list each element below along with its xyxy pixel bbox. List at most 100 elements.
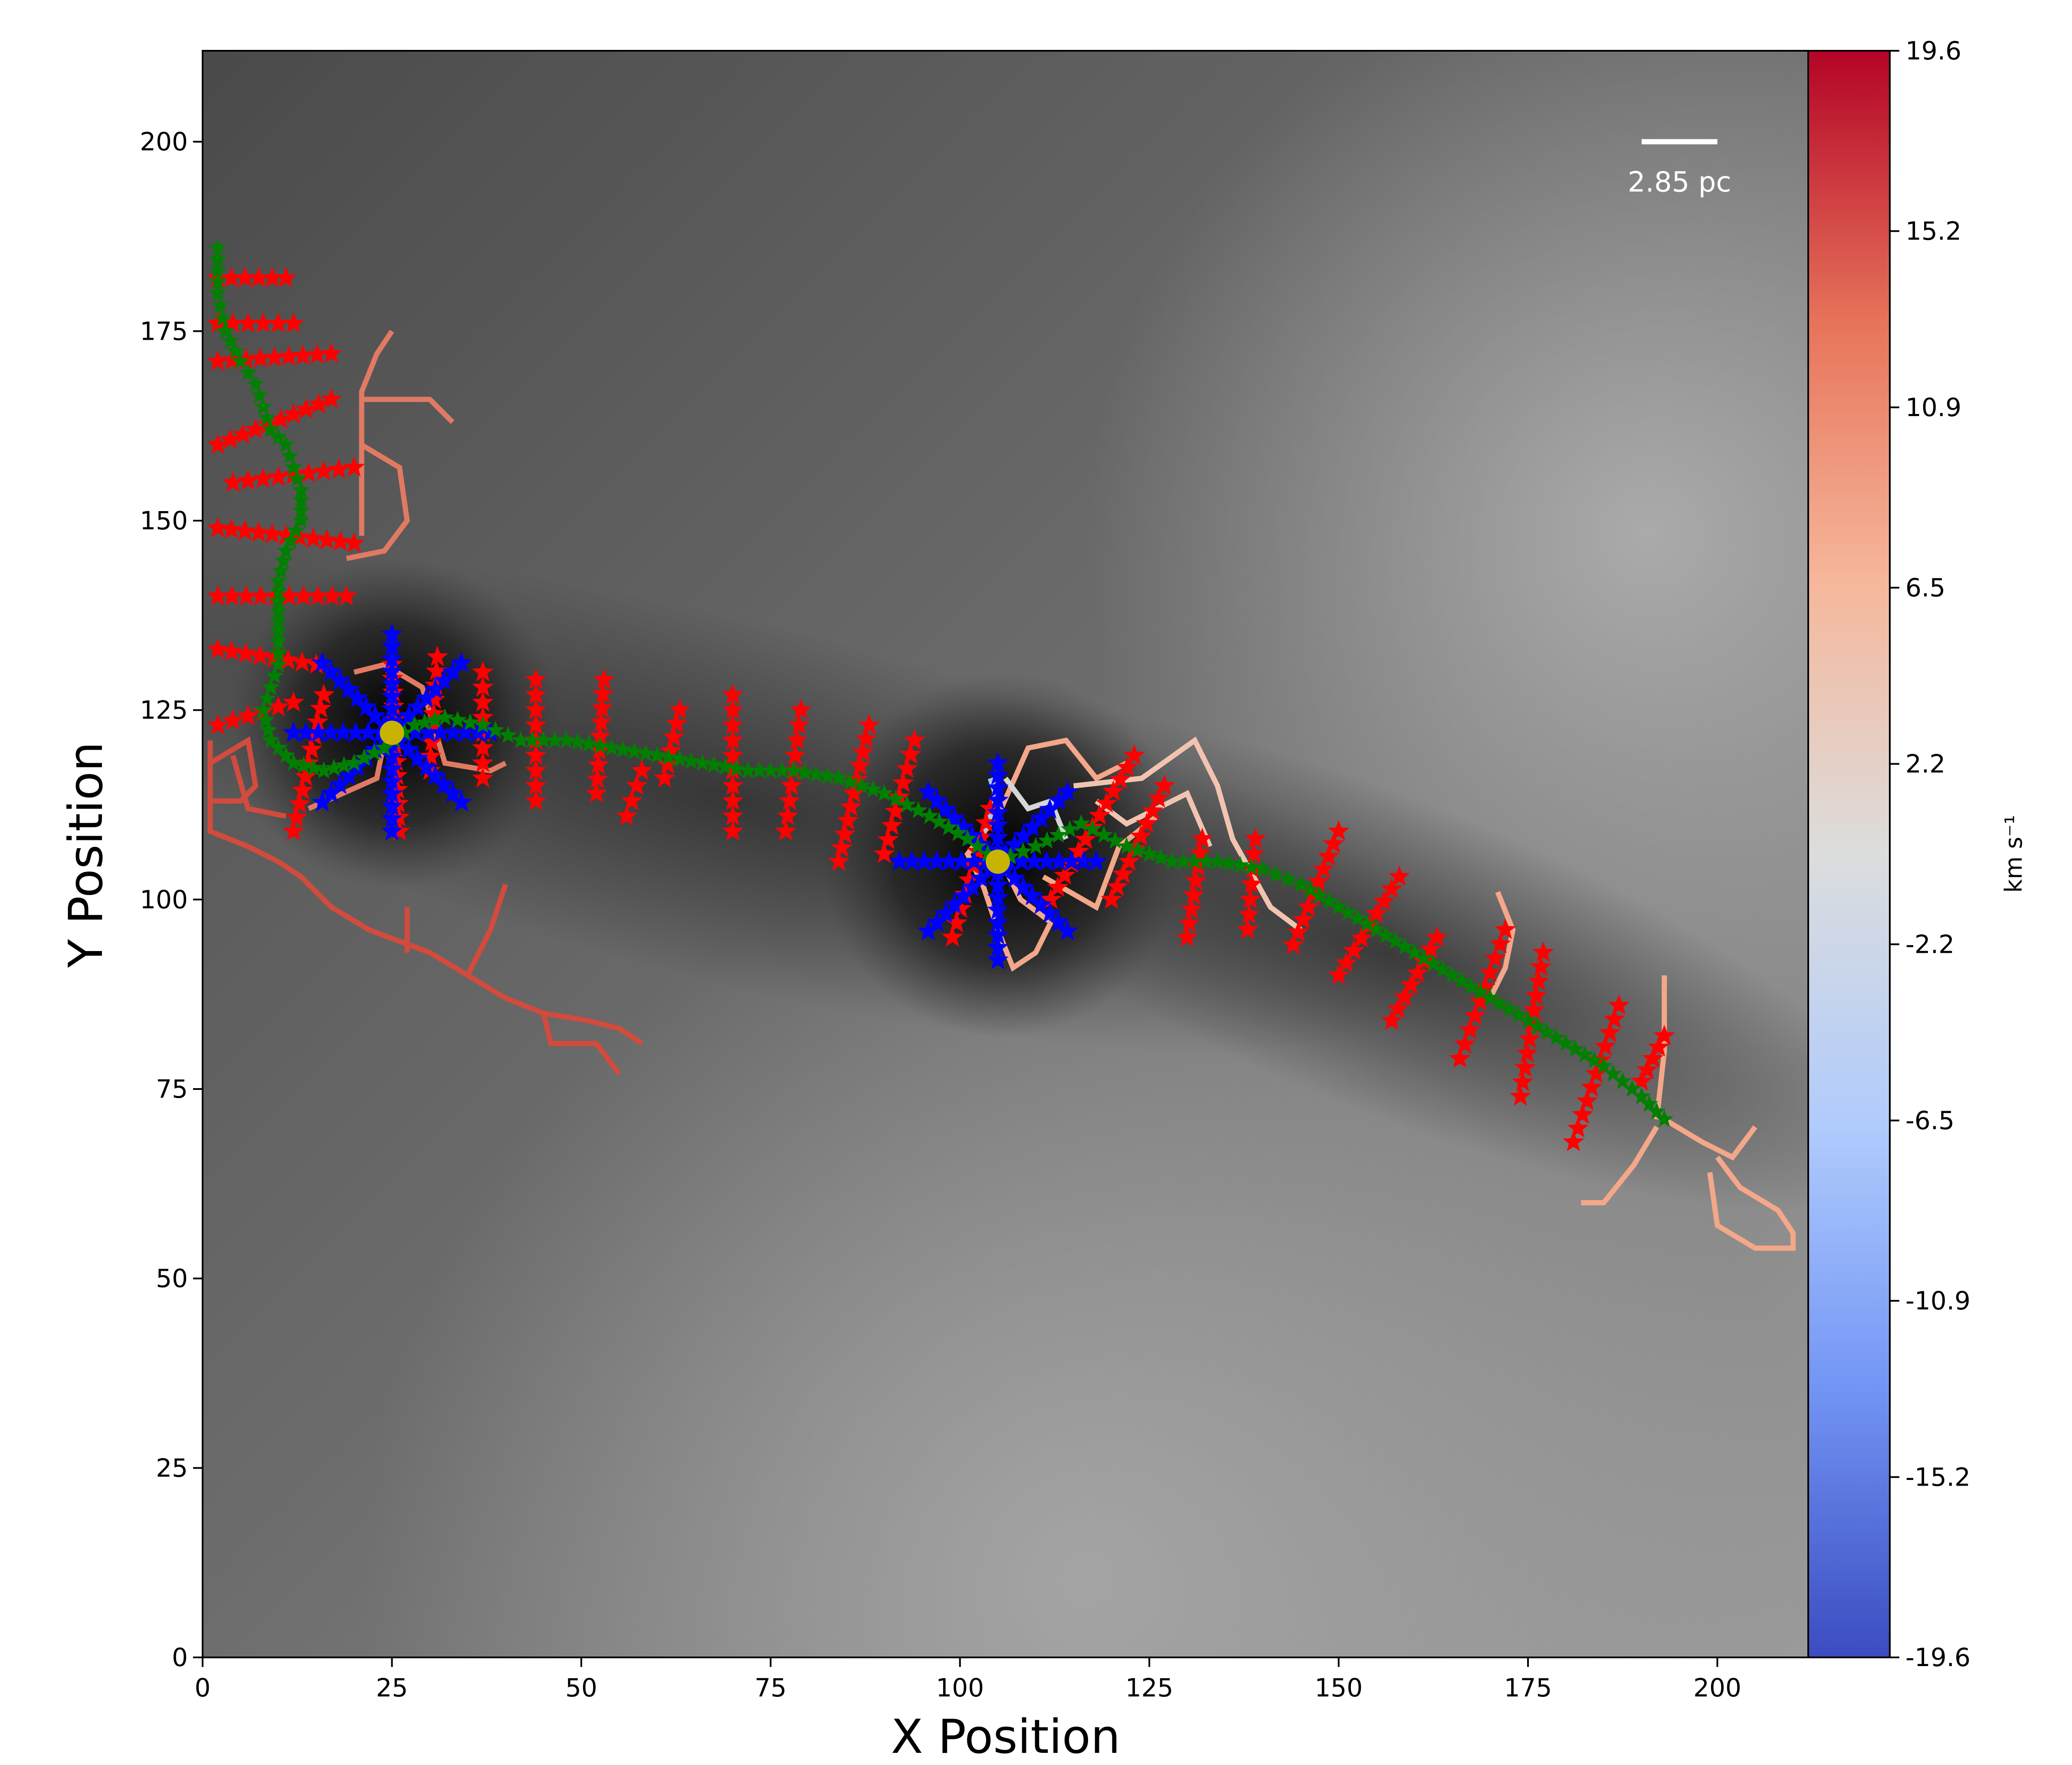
perpendicular-cut-star — [722, 805, 744, 826]
perpendicular-cut-star — [592, 682, 614, 703]
perpendicular-cut-star — [1381, 1009, 1403, 1030]
spine-star — [1329, 897, 1348, 915]
radial-cut-star — [424, 764, 446, 785]
x-tick-label: 25 — [376, 1673, 408, 1703]
spine-star — [1049, 825, 1068, 843]
perpendicular-cut-star — [301, 738, 323, 759]
spine-star — [1500, 1000, 1518, 1017]
spine-star — [474, 715, 492, 733]
spine-star — [269, 622, 288, 640]
radial-cut-star — [1004, 833, 1026, 854]
perpendicular-cut-star — [1238, 903, 1260, 924]
spine-star — [1538, 1023, 1556, 1040]
radial-cut-star — [479, 722, 502, 742]
radial-cut-star — [442, 722, 464, 742]
perpendicular-cut-star — [472, 691, 494, 712]
skeleton-branch — [359, 329, 394, 536]
perpendicular-cut-star — [1479, 961, 1501, 982]
spine-star — [1424, 954, 1443, 972]
perpendicular-cut-star — [336, 585, 357, 606]
radial-cut-star — [381, 795, 403, 816]
radial-cut-star — [970, 867, 992, 888]
perpendicular-cut-star — [422, 717, 443, 738]
spine-star — [292, 491, 310, 509]
y-tick-label: 75 — [156, 1074, 188, 1104]
perpendicular-cut-star — [587, 754, 609, 774]
perpendicular-cut-star — [423, 702, 445, 723]
spine-star — [930, 812, 948, 830]
perpendicular-cut-star — [295, 765, 317, 786]
radial-cut-star — [320, 660, 342, 681]
perpendicular-cut-star — [1449, 1047, 1471, 1068]
perpendicular-cut-star — [722, 790, 744, 810]
perpendicular-cut-star — [298, 751, 320, 772]
perpendicular-cut-star — [305, 653, 327, 674]
perpendicular-cut-star — [207, 714, 229, 735]
perpendicular-cut-star — [722, 729, 744, 750]
perpendicular-cut-star — [249, 644, 271, 665]
spine-star — [288, 469, 307, 487]
perpendicular-cut-star — [261, 523, 283, 544]
perpendicular-cut-star — [843, 782, 865, 803]
perpendicular-cut-star — [828, 850, 850, 871]
perpendicular-cut-star — [525, 759, 547, 780]
skeleton-branch — [1707, 1155, 1796, 1251]
perpendicular-cut-star — [840, 796, 862, 817]
radial-cut-star — [987, 827, 1009, 847]
radial-cut-star — [329, 669, 351, 690]
perpendicular-cut-star — [207, 350, 229, 371]
radial-cut-star — [987, 936, 1009, 957]
spine-star — [1481, 988, 1499, 1006]
perpendicular-cut-star — [1106, 876, 1128, 896]
spine-star — [221, 331, 239, 349]
spine-star — [1254, 860, 1272, 877]
spine-star — [209, 261, 227, 279]
perpendicular-cut-star — [1469, 990, 1491, 1011]
radial-cut-star — [1013, 876, 1034, 897]
perpendicular-cut-star — [1454, 1033, 1476, 1054]
perpendicular-cut-star — [252, 312, 274, 333]
radial-cut-star — [987, 874, 1009, 895]
perpendicular-cut-star — [722, 820, 744, 841]
radial-cut-star — [1085, 850, 1107, 871]
perpendicular-cut-star — [472, 737, 494, 757]
y-tick-label: 150 — [140, 506, 188, 535]
perpendicular-cut-star — [426, 646, 448, 666]
spine-star — [209, 249, 227, 267]
spine-star — [335, 756, 353, 774]
perpendicular-cut-star — [302, 527, 324, 548]
spine-star — [272, 561, 290, 579]
spine-star — [265, 666, 284, 684]
y-tick-label: 125 — [140, 696, 188, 725]
spine-star — [1640, 1094, 1659, 1112]
skeleton-branch — [361, 397, 455, 424]
skeleton-branch — [346, 443, 410, 561]
perpendicular-cut-star — [257, 413, 279, 434]
perpendicular-cut-star — [1102, 780, 1124, 801]
spine-star — [1405, 943, 1424, 961]
perpendicular-cut-star — [900, 743, 921, 764]
perpendicular-cut-star — [343, 456, 365, 477]
perpendicular-cut-star — [237, 312, 259, 333]
perpendicular-cut-star — [1040, 888, 1062, 909]
radial-cut-star — [1056, 781, 1079, 801]
spine-star — [1547, 1028, 1566, 1046]
radial-cut-star — [961, 824, 983, 845]
perpendicular-cut-star — [207, 638, 229, 659]
radial-cut-star — [416, 687, 437, 708]
spine-star — [1433, 960, 1452, 978]
skeleton-branch — [995, 737, 1128, 817]
scale-bar: 2.85 pc — [1628, 139, 1731, 199]
spine-star — [292, 511, 310, 528]
radial-cut-star — [417, 722, 439, 742]
perpendicular-cut-star — [1495, 919, 1516, 939]
perpendicular-cut-star — [852, 741, 874, 762]
radial-cut-star — [357, 722, 379, 742]
perpendicular-cut-star — [237, 705, 259, 725]
perpendicular-cut-star — [788, 714, 810, 735]
scale-bar-label: 2.85 pc — [1628, 167, 1731, 199]
perpendicular-cut-star — [472, 751, 494, 772]
spine-star — [1242, 858, 1261, 875]
spine-star — [693, 753, 712, 771]
perpendicular-cut-star — [1489, 933, 1511, 954]
